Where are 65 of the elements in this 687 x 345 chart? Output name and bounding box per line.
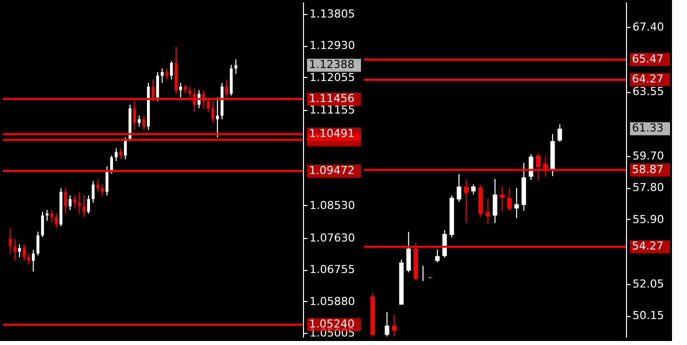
candlestick xyxy=(514,188,519,219)
candlestick xyxy=(138,115,141,127)
ref-line-label: 64.27 xyxy=(632,72,664,86)
candlestick xyxy=(36,231,40,256)
candlestick xyxy=(124,136,127,160)
ref-line-label: 1.10491 xyxy=(309,127,354,140)
candlestick xyxy=(41,211,44,238)
y-tick-label: 50.15 xyxy=(632,309,664,322)
y-tick-label: 1.12930 xyxy=(310,39,355,52)
y-tick-label: 1.12055 xyxy=(310,70,355,84)
y-tick-label: 59.70 xyxy=(632,149,664,162)
ref-line-label: 65.47 xyxy=(632,52,664,66)
candlestick xyxy=(486,198,490,225)
candlestick xyxy=(8,228,12,254)
candlestick xyxy=(234,58,238,74)
candlestick xyxy=(46,209,49,222)
y-tick-label: 52.05 xyxy=(632,277,664,290)
candlestick xyxy=(558,124,562,142)
ref-line-label: 1.11456 xyxy=(309,92,354,106)
candlestick xyxy=(18,244,21,258)
candlestick xyxy=(456,174,462,202)
y-tick-label: 1.13805 xyxy=(310,7,355,20)
candlestick xyxy=(110,155,113,174)
text: 61.33 xyxy=(632,122,664,135)
text: 1.12388 xyxy=(309,58,354,72)
candlestick xyxy=(106,166,108,196)
y-tick-label: 57.80 xyxy=(632,181,664,194)
ref-line-label: 54.27 xyxy=(632,240,664,253)
candlestick xyxy=(22,244,26,262)
candlestick xyxy=(100,184,104,196)
candlestick xyxy=(179,82,182,98)
candlestick xyxy=(64,188,67,214)
candlestick xyxy=(392,314,396,337)
candlestick xyxy=(170,60,173,80)
candlestick xyxy=(216,96,219,138)
candlestick xyxy=(156,72,160,102)
ref-line-label: 1.09472 xyxy=(309,164,354,178)
candlestick xyxy=(27,253,30,265)
y-tick-label: 67.40 xyxy=(632,20,664,34)
y-tick-label: 1.05880 xyxy=(310,294,355,308)
candlestick xyxy=(92,180,95,204)
candlestick xyxy=(54,213,58,229)
candlestick xyxy=(507,186,512,212)
y-tick-label: 1.08530 xyxy=(310,198,355,212)
y-tick-label: 1.06755 xyxy=(310,263,355,276)
ref-line-label: 58.87 xyxy=(632,162,664,176)
candlestick xyxy=(471,184,476,195)
candlestick xyxy=(464,178,468,224)
y-tick-label: 63.55 xyxy=(632,85,664,98)
candlestick xyxy=(82,194,86,218)
candlestick xyxy=(442,230,447,258)
candlestick xyxy=(32,249,35,272)
y-tick-label: 1.11155 xyxy=(310,103,355,116)
candlestick xyxy=(13,238,16,262)
candlestick xyxy=(142,115,146,131)
candlestick xyxy=(435,249,440,263)
candlestick xyxy=(384,312,390,337)
candlestick xyxy=(87,194,90,214)
candlestick xyxy=(114,148,118,162)
candlestick xyxy=(406,231,411,273)
candlestick xyxy=(500,186,504,212)
y-tick-label: 55.90 xyxy=(632,212,664,226)
candlestick xyxy=(78,191,81,214)
y-tick-label: 1.07630 xyxy=(310,231,355,244)
candlestick xyxy=(68,194,72,210)
